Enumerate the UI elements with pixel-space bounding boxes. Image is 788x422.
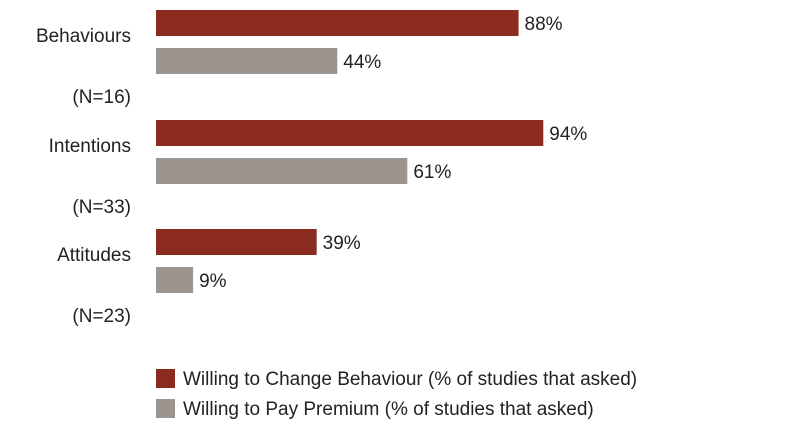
data-label: 44% [343,52,381,73]
legend-swatch [156,399,175,418]
category-label: Behaviours [36,26,131,47]
legend: Willing to Change Behaviour (% of studie… [156,369,637,420]
bar-pay-premium [156,158,408,184]
bar-change-behaviour [156,120,544,146]
category-label: Intentions [49,136,131,157]
legend-swatch [156,369,175,388]
bar-change-behaviour [156,229,317,255]
data-label: 94% [549,124,587,145]
data-label: 39% [323,233,361,254]
bar-pay-premium [156,48,338,74]
labels-layer: Behaviours (N=16) 88% 44% Intentions (N=33) 94… [36,14,587,327]
bar-change-behaviour [156,10,519,36]
category-n-label: (N=16) [72,87,131,108]
data-label: 61% [413,162,451,183]
category-n-label: (N=33) [72,197,131,218]
category-n-label: (N=23) [72,306,131,327]
data-label: 88% [525,14,563,35]
bar-pay-premium [156,267,194,293]
category-label: Attitudes [57,245,131,266]
legend-label: Willing to Pay Premium (% of studies tha… [183,399,594,420]
bars-layer [156,10,544,293]
legend-label: Willing to Change Behaviour (% of studie… [183,369,637,390]
data-label: 9% [199,271,227,292]
